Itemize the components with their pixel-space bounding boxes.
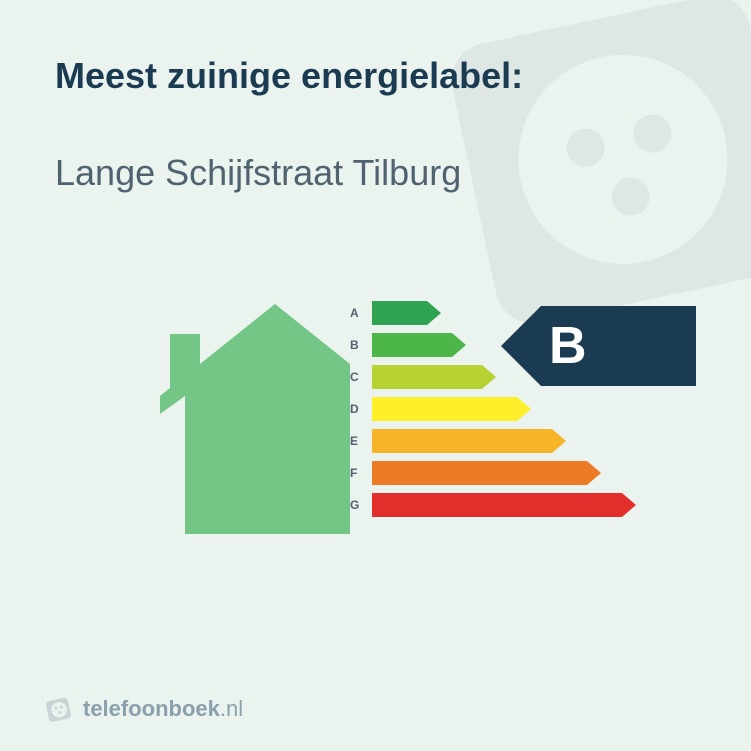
bar-label: B — [350, 338, 366, 352]
house-icon — [160, 304, 350, 534]
footer-brand-name: telefoonboek — [83, 696, 220, 721]
bar-label: G — [350, 498, 366, 512]
page-subtitle: Lange Schijfstraat Tilburg — [55, 152, 696, 194]
energy-bar-f: F — [350, 458, 640, 488]
rating-badge: B — [501, 306, 696, 386]
rating-value: B — [541, 306, 696, 386]
bar-label: D — [350, 402, 366, 416]
energy-bar-e: E — [350, 426, 640, 456]
footer-text: telefoonboek.nl — [83, 696, 243, 722]
energy-bar-g: G — [350, 490, 640, 520]
bar-label: E — [350, 434, 366, 448]
energy-label-chart: A B C D E F G — [55, 274, 696, 534]
footer-brand: telefoonboek.nl — [45, 695, 243, 723]
phonebook-icon — [45, 695, 73, 723]
bar-label: C — [350, 370, 366, 384]
card-container: Meest zuinige energielabel: Lange Schijf… — [0, 0, 751, 751]
bar-label: F — [350, 466, 366, 480]
page-title: Meest zuinige energielabel: — [55, 55, 696, 97]
energy-bar-d: D — [350, 394, 640, 424]
bar-label: A — [350, 306, 366, 320]
footer-brand-tld: .nl — [220, 696, 243, 721]
